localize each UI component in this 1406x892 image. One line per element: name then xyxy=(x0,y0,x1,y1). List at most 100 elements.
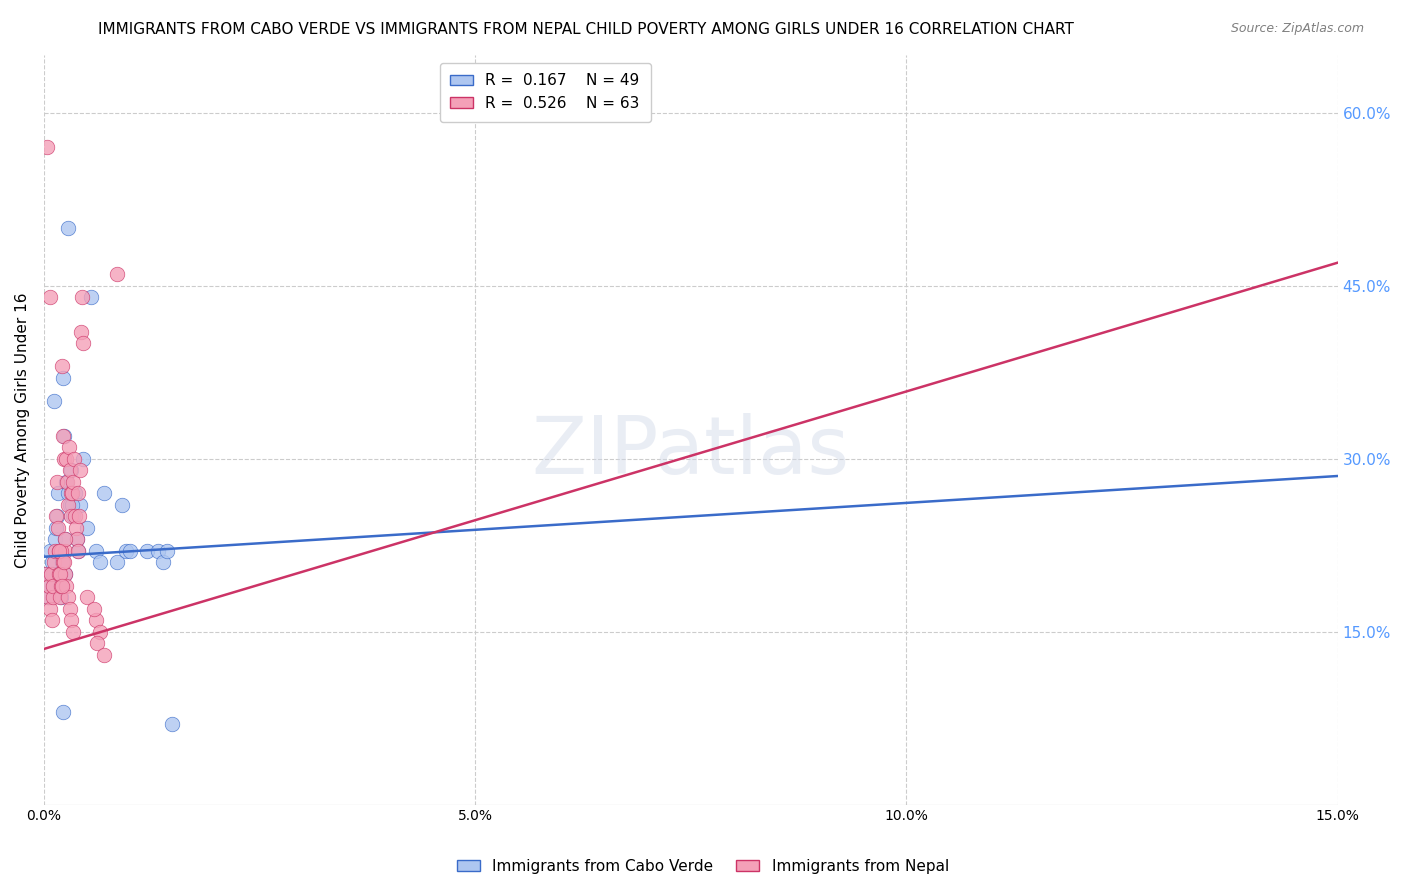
Point xyxy=(114,544,136,558)
Point xyxy=(44,394,66,409)
Point xyxy=(37,590,59,604)
Point xyxy=(70,325,93,339)
Point xyxy=(60,498,83,512)
Point xyxy=(105,267,128,281)
Point xyxy=(48,567,70,582)
Point xyxy=(60,613,83,627)
Point xyxy=(49,578,72,592)
Point xyxy=(60,509,83,524)
Point xyxy=(52,428,75,442)
Point xyxy=(70,290,93,304)
Point xyxy=(45,521,67,535)
Point xyxy=(52,371,75,385)
Legend: Immigrants from Cabo Verde, Immigrants from Nepal: Immigrants from Cabo Verde, Immigrants f… xyxy=(451,853,955,880)
Point xyxy=(44,533,66,547)
Point xyxy=(67,486,90,500)
Point xyxy=(58,440,80,454)
Point xyxy=(60,486,83,500)
Point xyxy=(41,613,63,627)
Point xyxy=(41,556,63,570)
Point xyxy=(56,475,79,489)
Point xyxy=(48,544,70,558)
Point xyxy=(69,463,91,477)
Point xyxy=(72,451,94,466)
Point xyxy=(39,567,62,582)
Point xyxy=(160,717,183,731)
Point xyxy=(51,578,73,592)
Point xyxy=(49,544,72,558)
Y-axis label: Child Poverty Among Girls Under 16: Child Poverty Among Girls Under 16 xyxy=(15,292,30,567)
Text: Source: ZipAtlas.com: Source: ZipAtlas.com xyxy=(1230,22,1364,36)
Point xyxy=(80,290,103,304)
Point xyxy=(69,498,91,512)
Point xyxy=(46,486,69,500)
Point xyxy=(44,544,66,558)
Point xyxy=(49,590,72,604)
Point xyxy=(51,359,73,374)
Point xyxy=(63,451,86,466)
Point xyxy=(52,428,75,442)
Point xyxy=(45,509,67,524)
Point xyxy=(55,567,77,582)
Point xyxy=(55,578,77,592)
Point xyxy=(110,498,132,512)
Point xyxy=(52,556,75,570)
Point xyxy=(37,140,59,154)
Point xyxy=(66,533,89,547)
Point xyxy=(55,475,77,489)
Point xyxy=(55,567,77,582)
Point xyxy=(59,601,82,615)
Point xyxy=(66,544,89,558)
Point xyxy=(35,567,58,582)
Point xyxy=(89,624,111,639)
Point xyxy=(93,486,115,500)
Point xyxy=(37,590,59,604)
Point xyxy=(67,509,90,524)
Point xyxy=(84,613,107,627)
Point xyxy=(45,475,67,489)
Point xyxy=(84,544,107,558)
Point xyxy=(59,486,82,500)
Point xyxy=(136,544,159,558)
Point xyxy=(66,533,89,547)
Point xyxy=(39,544,62,558)
Point xyxy=(62,475,84,489)
Point xyxy=(53,544,76,558)
Point xyxy=(39,601,62,615)
Point xyxy=(93,648,115,662)
Point xyxy=(56,498,79,512)
Point xyxy=(49,567,72,582)
Point xyxy=(120,544,142,558)
Point xyxy=(156,544,179,558)
Point xyxy=(48,544,70,558)
Point xyxy=(152,556,174,570)
Point xyxy=(76,590,98,604)
Point xyxy=(41,590,63,604)
Point xyxy=(44,556,66,570)
Point xyxy=(51,556,73,570)
Point xyxy=(39,290,62,304)
Legend: R =  0.167    N = 49, R =  0.526    N = 63: R = 0.167 N = 49, R = 0.526 N = 63 xyxy=(440,62,651,122)
Point xyxy=(55,451,77,466)
Point xyxy=(59,463,82,477)
Point xyxy=(41,578,63,592)
Point xyxy=(38,578,60,592)
Point xyxy=(63,486,86,500)
Point xyxy=(89,556,111,570)
Point xyxy=(60,463,83,477)
Point xyxy=(62,509,84,524)
Point xyxy=(72,336,94,351)
Point xyxy=(146,544,169,558)
Point xyxy=(53,533,76,547)
Text: IMMIGRANTS FROM CABO VERDE VS IMMIGRANTS FROM NEPAL CHILD POVERTY AMONG GIRLS UN: IMMIGRANTS FROM CABO VERDE VS IMMIGRANTS… xyxy=(98,22,1074,37)
Point xyxy=(63,509,86,524)
Point xyxy=(52,706,75,720)
Point xyxy=(65,521,87,535)
Point xyxy=(52,451,75,466)
Point xyxy=(105,556,128,570)
Point xyxy=(56,221,79,235)
Point xyxy=(76,521,98,535)
Point xyxy=(56,590,79,604)
Point xyxy=(48,544,70,558)
Point xyxy=(49,590,72,604)
